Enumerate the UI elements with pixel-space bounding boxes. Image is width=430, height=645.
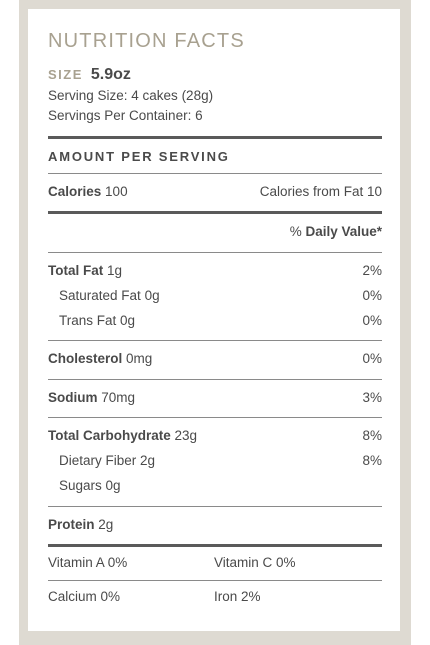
daily-value-label: Daily Value*: [305, 224, 382, 239]
divider-thick: [48, 211, 382, 214]
total-fat-dv: 2%: [362, 263, 382, 278]
divider: [48, 417, 382, 418]
percent-sign: %: [289, 224, 306, 239]
total-fat-label: Total Fat: [48, 263, 104, 278]
cholesterol-amount: 0mg: [126, 351, 153, 366]
saturated-fat-amount: 0g: [144, 288, 160, 303]
amount-per-serving-header: AMOUNT PER SERVING: [48, 149, 230, 164]
total-carbohydrate-dv: 8%: [362, 428, 382, 443]
divider: [48, 252, 382, 253]
sodium-dv: 3%: [362, 390, 382, 405]
vitamin-a: Vitamin A 0%: [48, 555, 128, 570]
calories-label: Calories: [48, 184, 102, 199]
trans-fat-dv: 0%: [362, 313, 382, 328]
trans-fat-row: Trans Fat 0g 0%: [48, 313, 382, 331]
size-value: 5.9oz: [90, 66, 131, 83]
serving-size: Serving Size: 4 cakes (28g): [48, 88, 214, 103]
calcium: Calcium 0%: [48, 589, 121, 604]
size-row: SIZE 5.9oz: [48, 66, 131, 84]
calories-row: Calories 100 Calories from Fat 10: [48, 184, 382, 202]
cholesterol-dv: 0%: [362, 351, 382, 366]
daily-value-header: % Daily Value*: [48, 224, 382, 242]
total-fat-row: Total Fat 1g 2%: [48, 263, 382, 281]
dietary-fiber-amount: 2g: [140, 453, 156, 468]
dietary-fiber-label: Dietary Fiber: [59, 453, 137, 468]
servings-per-container: Servings Per Container: 6: [48, 108, 203, 123]
divider-thick: [48, 136, 382, 139]
sodium-row: Sodium 70mg 3%: [48, 390, 382, 408]
calories-value: 100: [105, 184, 128, 199]
total-fat-amount: 1g: [107, 263, 123, 278]
total-carbohydrate-amount: 23g: [174, 428, 198, 443]
divider: [48, 379, 382, 380]
nutrition-title: NUTRITION FACTS: [48, 30, 245, 52]
divider: [48, 580, 382, 581]
dietary-fiber-row: Dietary Fiber 2g 8%: [48, 453, 382, 471]
saturated-fat-label: Saturated Fat: [59, 288, 141, 303]
total-carbohydrate-row: Total Carbohydrate 23g 8%: [48, 428, 382, 446]
cholesterol-row: Cholesterol 0mg 0%: [48, 351, 382, 369]
saturated-fat-row: Saturated Fat 0g 0%: [48, 288, 382, 306]
sugars-amount: 0g: [105, 478, 121, 493]
sodium-amount: 70mg: [101, 390, 136, 405]
total-carbohydrate-label: Total Carbohydrate: [48, 428, 171, 443]
divider: [48, 173, 382, 174]
nutrition-facts-card: NUTRITION FACTS SIZE 5.9oz Serving Size: …: [28, 9, 400, 631]
vitamin-c: Vitamin C 0%: [214, 555, 296, 570]
sodium-label: Sodium: [48, 390, 98, 405]
protein-row: Protein 2g: [48, 517, 382, 535]
trans-fat-amount: 0g: [120, 313, 136, 328]
trans-fat-label: Trans Fat: [59, 313, 117, 328]
size-label: SIZE: [48, 67, 83, 82]
sugars-label: Sugars: [59, 478, 102, 493]
dietary-fiber-dv: 8%: [362, 453, 382, 468]
saturated-fat-dv: 0%: [362, 288, 382, 303]
divider: [48, 506, 382, 507]
protein-amount: 2g: [98, 517, 114, 532]
calories-from-fat: Calories from Fat 10: [259, 184, 382, 199]
divider-thick: [48, 544, 382, 547]
protein-label: Protein: [48, 517, 95, 532]
cholesterol-label: Cholesterol: [48, 351, 123, 366]
sugars-row: Sugars 0g: [48, 478, 382, 496]
iron: Iron 2%: [214, 589, 261, 604]
divider: [48, 340, 382, 341]
